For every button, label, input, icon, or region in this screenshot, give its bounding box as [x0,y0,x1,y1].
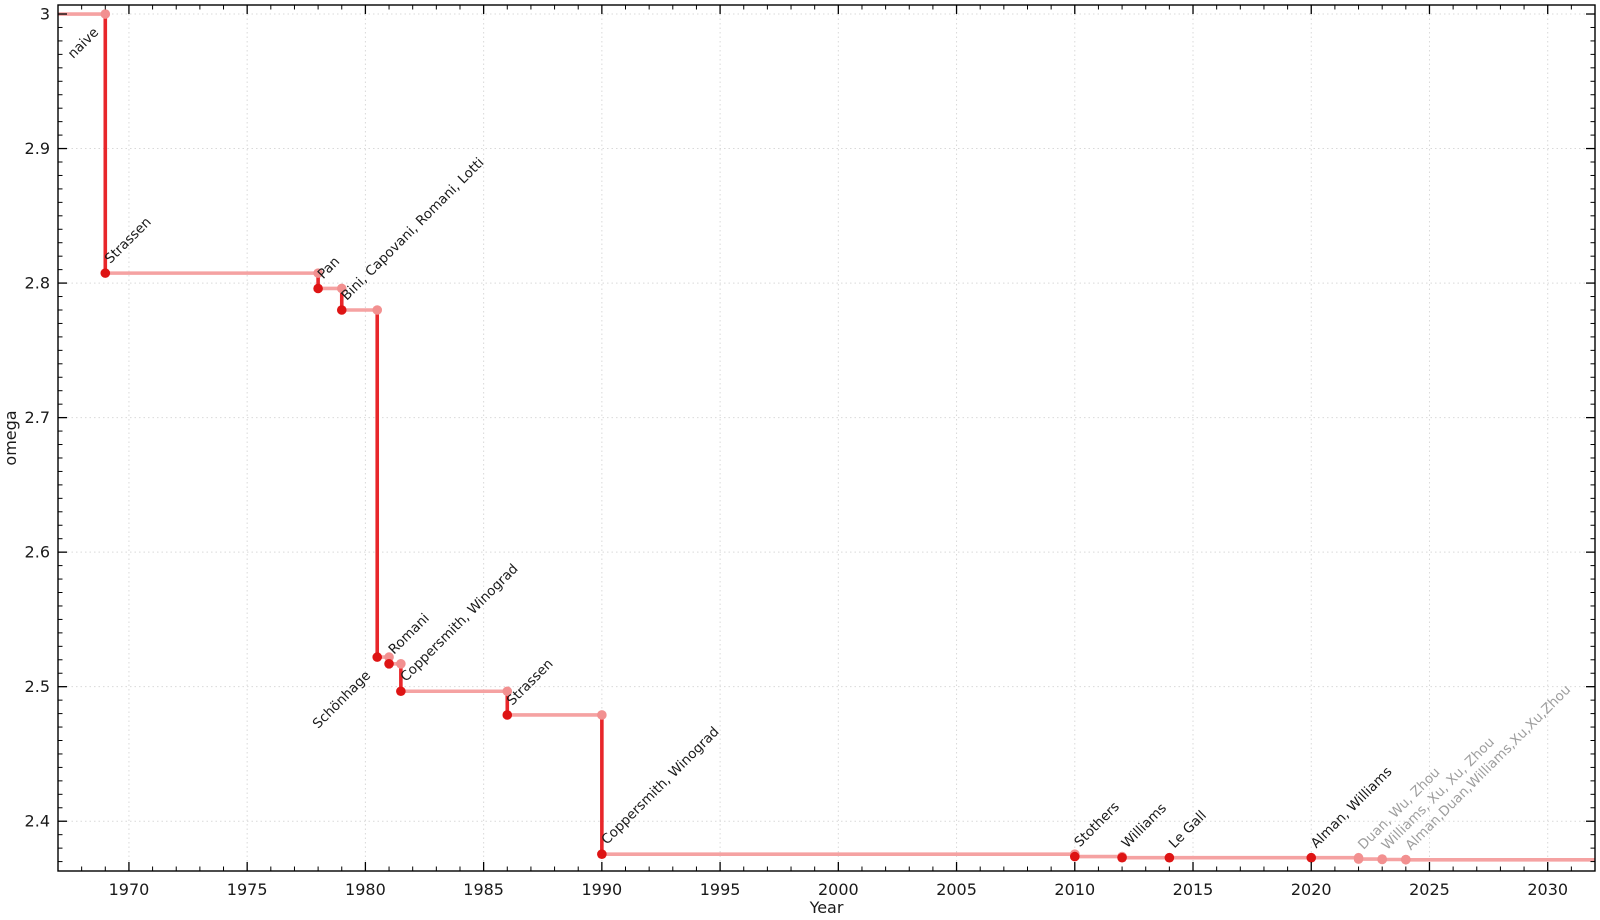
step-corner-point [396,659,406,669]
step-corner-point [313,268,323,278]
x-tick-label: 2015 [1173,880,1214,899]
x-tick-label: 2005 [936,880,977,899]
y-tick-label: 2.4 [25,812,50,831]
x-axis-label: Year [809,898,844,917]
data-point [1306,852,1317,863]
x-tick-label: 1970 [109,880,150,899]
data-point [502,710,513,720]
step-corner-point [384,652,394,662]
y-tick-label: 3 [40,5,50,24]
data-point [313,283,323,294]
step-corner-point [597,710,607,720]
x-tick-label: 2030 [1527,880,1568,899]
data-point [1377,854,1387,865]
step-corner-point [372,305,383,315]
x-tick-label: 1980 [345,880,386,899]
x-tick-label: 1985 [463,880,504,899]
data-point [1164,852,1175,863]
step-corner-point [502,686,513,697]
data-point [1069,851,1080,862]
data-point [1117,852,1127,863]
x-tick-label: 2000 [818,880,859,899]
step-corner-point [100,9,111,19]
step-corner-point [336,283,347,294]
y-tick-label: 2.7 [25,408,50,427]
y-tick-label: 2.9 [25,139,50,158]
y-tick-label: 2.5 [25,677,50,696]
data-point [396,686,406,697]
plot-frame [57,4,1596,872]
y-tick-label: 2.8 [25,274,50,293]
x-tick-label: 2020 [1291,880,1332,899]
data-point [1401,854,1411,865]
x-tick-label: 1975 [227,880,268,899]
data-point [372,652,383,662]
x-tick-label: 2025 [1409,880,1450,899]
data-point [384,659,394,669]
y-tick-label: 2.6 [25,543,50,562]
data-point [336,305,347,315]
x-tick-label: 2010 [1054,880,1095,899]
x-tick-label: 1995 [700,880,741,899]
x-tick-label: 1990 [582,880,623,899]
data-point [100,268,111,278]
data-point [1353,854,1364,864]
data-point [597,849,607,859]
y-axis-label: omega [1,410,20,465]
